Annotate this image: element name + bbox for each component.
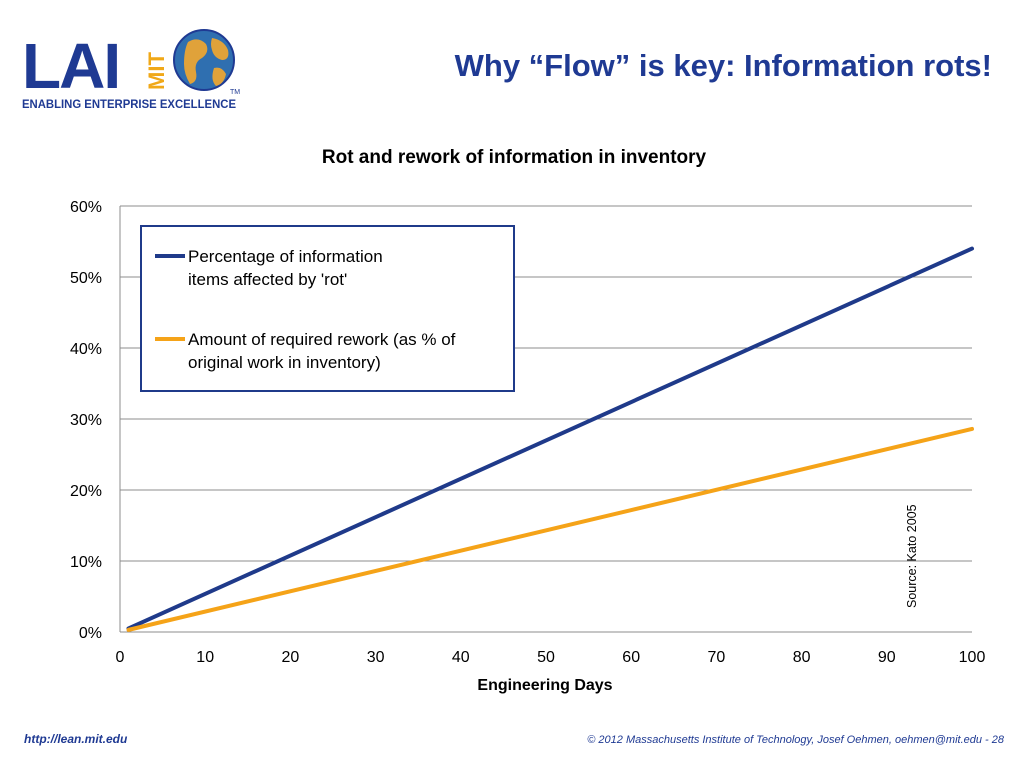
source-annotation: Source: Kato 2005 xyxy=(905,504,919,608)
slide-title: Why “Flow” is key: Information rots! xyxy=(454,48,992,83)
x-axis-label: Engineering Days xyxy=(477,677,612,694)
x-tick-label: 80 xyxy=(793,649,811,666)
y-tick-label: 40% xyxy=(70,341,102,358)
legend-box xyxy=(140,225,515,392)
series-line-2 xyxy=(126,426,974,632)
logo-mit-letters: MIT xyxy=(144,52,169,90)
y-tick-label: 60% xyxy=(70,199,102,216)
y-tick-label: 20% xyxy=(70,483,102,500)
legend: Percentage of information items affected … xyxy=(140,225,515,392)
x-tick-label: 60 xyxy=(622,649,640,666)
x-tick-label: 0 xyxy=(116,649,125,666)
gridlines xyxy=(120,205,972,633)
legend-label-1: Percentage of information items affected … xyxy=(188,247,383,289)
footer-url-link[interactable]: http://lean.mit.edu xyxy=(24,732,128,746)
axes: 0% 10% 20% 30% 40% 50% 60% 0 10 20 30 40 50 60 70 80 90 1… xyxy=(70,199,985,666)
x-tick-label: 50 xyxy=(537,649,555,666)
x-tick-label: 40 xyxy=(452,649,470,666)
x-tick-label: 100 xyxy=(959,649,986,666)
chart-title: Rot and rework of information in invento… xyxy=(322,147,707,168)
series-lines xyxy=(126,246,974,632)
lai-mit-logo: LAI MIT TM ENABLING ENTERPRISE EXCELLENC… xyxy=(22,29,240,111)
y-tick-label: 50% xyxy=(70,270,102,287)
x-tick-label: 20 xyxy=(282,649,300,666)
logo-lai-letters: LAI xyxy=(22,30,119,102)
logo-tagline: ENABLING ENTERPRISE EXCELLENCE xyxy=(22,99,236,111)
y-tick-label: 10% xyxy=(70,554,102,571)
x-tick-label: 90 xyxy=(878,649,896,666)
legend-label-2: Amount of required rework (as % of origin… xyxy=(188,330,456,372)
x-tick-label: 10 xyxy=(196,649,214,666)
y-tick-label: 0% xyxy=(79,625,102,642)
x-tick-label: 30 xyxy=(367,649,385,666)
series-line-1 xyxy=(126,246,974,631)
globe-icon xyxy=(173,29,235,91)
logo-trademark: TM xyxy=(230,89,240,96)
footer-copyright: © 2012 Massachusetts Institute of Techno… xyxy=(587,734,1004,746)
y-tick-label: 30% xyxy=(70,412,102,429)
x-tick-label: 70 xyxy=(708,649,726,666)
